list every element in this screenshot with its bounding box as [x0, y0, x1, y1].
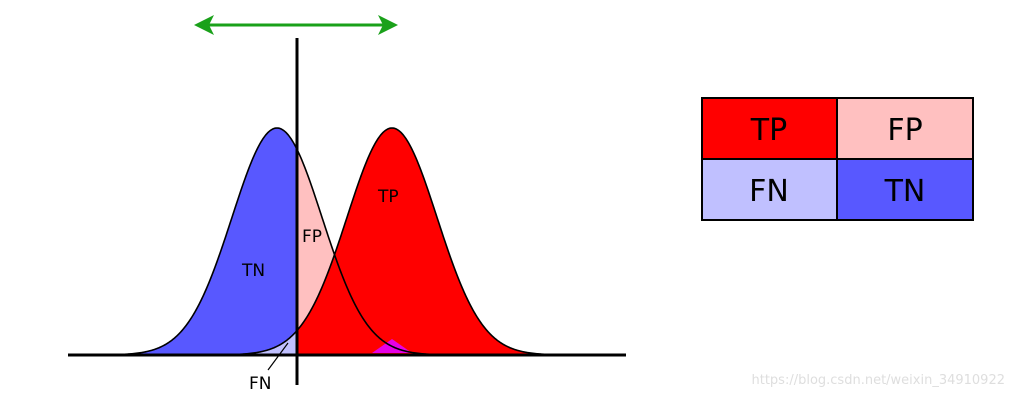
negative-distribution-outline	[109, 127, 441, 356]
watermark: https://blog.csdn.net/weixin_34910922	[751, 373, 1005, 388]
matrix-label-tn: TN	[884, 174, 926, 209]
matrix-cell-tn	[836, 158, 974, 221]
tn-region-label: TN	[241, 261, 265, 281]
positive-distribution-tp-region	[297, 128, 560, 355]
matrix-label-fn: FN	[749, 174, 789, 209]
negative-distribution-tn-region	[110, 128, 297, 355]
matrix-cell-fp	[836, 97, 974, 160]
positive-distribution-outline	[224, 127, 561, 356]
fp-region-label: FP	[302, 227, 322, 247]
fn-pointer-line	[267, 342, 289, 371]
threshold-shift-arrow	[194, 15, 398, 35]
confusion-matrix: TP FP FN TN	[701, 97, 974, 221]
tp-region-label: TP	[377, 187, 399, 207]
matrix-label-tp: TP	[750, 113, 787, 148]
fn-region-label: FN	[249, 374, 272, 394]
positive-distribution-fn-region	[225, 330, 297, 355]
matrix-label-fp: FP	[887, 113, 922, 148]
